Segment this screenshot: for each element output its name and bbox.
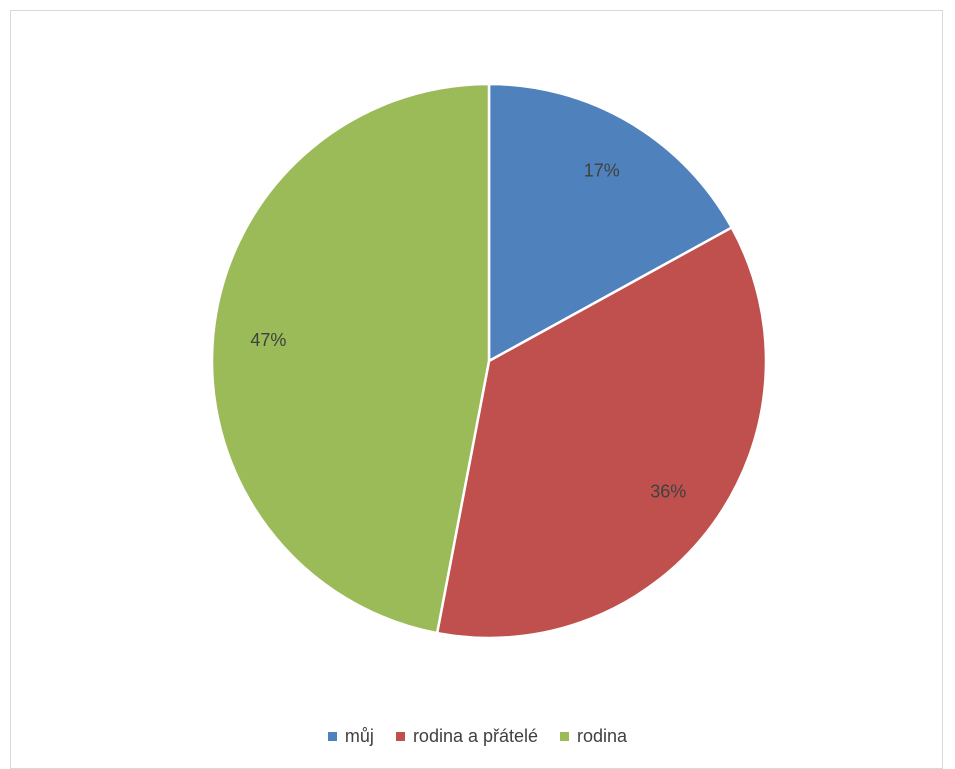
legend-item-muj: můj [327,726,374,747]
pie-slice-rodina-a-pratele [435,225,768,640]
legend-item-rodina-a-pratele: rodina a přátelé [395,726,539,747]
legend: můj rodina a přátelé rodina [0,726,955,747]
data-label-rodina-a-pratele: 36% [650,481,686,501]
legend-label-muj: můj [344,726,374,746]
legend-label-rodina: rodina [577,726,628,746]
pie-data-labels: 17% 36% 47% [250,160,686,501]
legend-swatch-muj [327,732,337,741]
pie-slice-muj [487,82,734,364]
legend-swatch-rodina [560,732,570,741]
data-label-muj: 17% [584,160,620,180]
pie-slices [210,82,768,640]
legend-item-rodina: rodina [560,726,627,747]
pie-slice-rodina [210,82,491,635]
legend-label-rodina-a-pratele: rodina a přátelé [412,726,539,746]
legend-swatch-rodina-a-pratele [395,732,405,741]
data-label-rodina: 47% [250,330,286,350]
